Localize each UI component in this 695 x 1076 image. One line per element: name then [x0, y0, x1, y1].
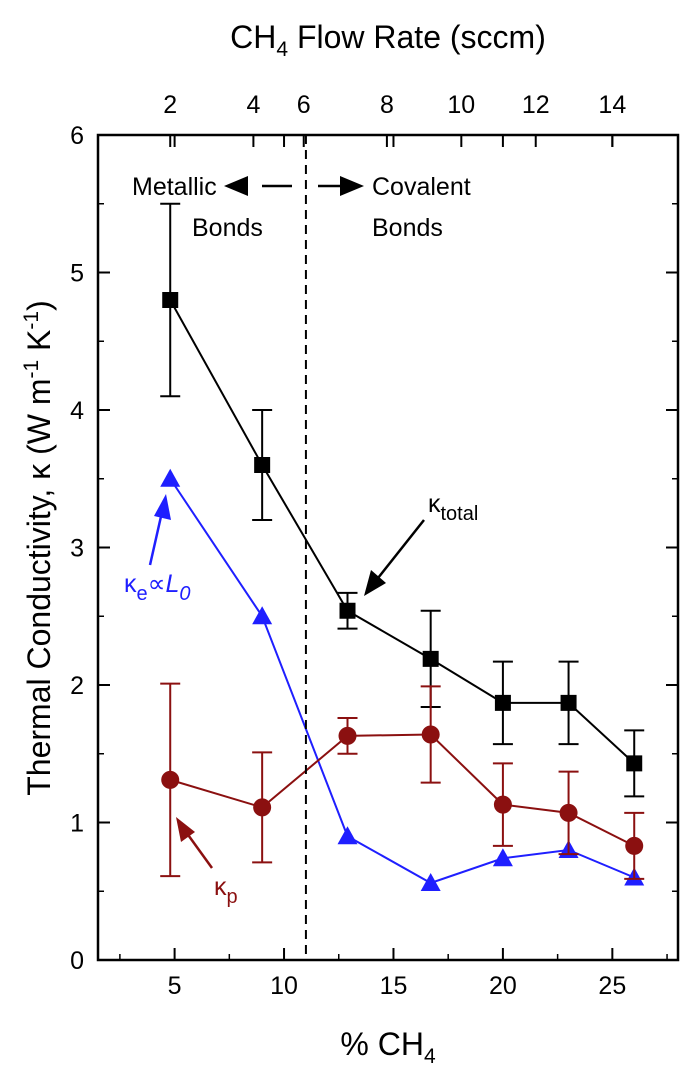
y-tick-label: 3	[70, 535, 84, 563]
metallic-label-1: Metallic	[132, 173, 217, 201]
ktotal-label: κtotal	[428, 490, 478, 525]
x-tick-label: 20	[489, 972, 517, 1000]
ke-sub: e	[137, 583, 148, 605]
data-point	[421, 725, 440, 744]
y-tick-label: 2	[70, 672, 84, 700]
data-point	[422, 650, 439, 667]
data-point	[337, 826, 358, 845]
series-2	[160, 682, 645, 880]
data-point	[338, 726, 357, 745]
ke-arrow-icon	[148, 494, 171, 566]
kp-label: κp	[214, 873, 238, 908]
data-point	[560, 694, 577, 711]
top-axis-title-sub: 4	[276, 38, 288, 61]
y-tick-label: 4	[70, 397, 84, 425]
kp-sub: p	[227, 886, 238, 908]
data-series	[160, 202, 645, 891]
series-1	[160, 468, 645, 891]
x-tick-label: 15	[380, 972, 408, 1000]
top-tick-label: 6	[297, 91, 311, 119]
data-point	[252, 606, 273, 625]
y-tick-label: 1	[70, 810, 84, 838]
y-tick-label: 0	[70, 947, 84, 975]
x-axis-title-sub: 4	[424, 1045, 436, 1068]
top-tick-label: 8	[380, 91, 394, 119]
top-tick-label: 2	[163, 91, 177, 119]
x-tick-label: 5	[168, 972, 182, 1000]
data-point	[160, 468, 181, 487]
y-tick-label: 5	[70, 260, 84, 288]
covalent-label-2: Bonds	[372, 214, 443, 242]
series-line	[169, 299, 635, 765]
data-point	[420, 873, 441, 891]
metallic-arrow-icon	[224, 176, 292, 196]
covalent-label-1: Covalent	[372, 173, 471, 201]
x-tick-label: 10	[270, 972, 298, 1000]
data-point	[626, 755, 643, 772]
data-point	[254, 457, 271, 473]
covalent-arrow-icon	[318, 176, 364, 196]
ktotal-sub: total	[441, 503, 479, 525]
y-axis-title-sup2: -1	[20, 311, 43, 330]
y-axis-title: Thermal Conductivity, κ (W m-1 K-1)	[20, 300, 57, 796]
y-tick-label: 6	[70, 122, 84, 150]
top-axis-title-rest: Flow Rate (sccm)	[288, 19, 546, 55]
series-0	[160, 202, 645, 798]
top-tick-label: 4	[246, 91, 260, 119]
series-line	[169, 733, 635, 847]
y-axis-title-sup1: -1	[20, 360, 43, 379]
data-point	[253, 798, 272, 817]
data-point	[162, 292, 179, 308]
data-point	[559, 803, 578, 822]
x-tick-label: 25	[598, 972, 626, 1000]
series-line	[169, 478, 635, 885]
kp-arrow-icon	[176, 817, 214, 869]
data-point	[161, 770, 180, 789]
data-point	[493, 795, 512, 814]
top-tick-label: 12	[522, 91, 550, 119]
data-point	[625, 836, 644, 855]
ktotal-arrow-icon	[364, 519, 425, 596]
top-tick-label: 14	[598, 91, 626, 119]
data-point	[492, 848, 513, 867]
data-point	[494, 694, 511, 711]
data-point	[339, 602, 356, 619]
x-axis-title: % CH4	[340, 1026, 436, 1068]
ke-sub2: 0	[179, 583, 190, 605]
ke-label: κe∝L0	[124, 570, 191, 605]
top-tick-label: 10	[447, 91, 475, 119]
metallic-label-2: Bonds	[192, 214, 263, 242]
top-axis-title: CH4 Flow Rate (sccm)	[230, 19, 546, 61]
